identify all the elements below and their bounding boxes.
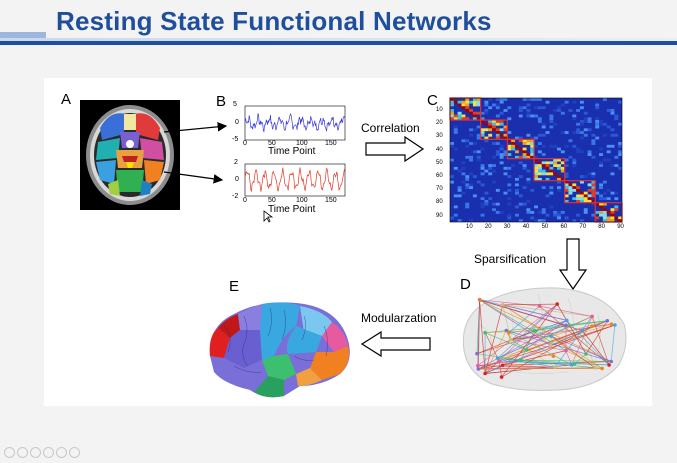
network-node bbox=[552, 354, 556, 358]
matrix-ytick: 40 bbox=[436, 147, 443, 153]
network-node bbox=[497, 359, 501, 363]
matrix-xtick: 10 bbox=[466, 224, 473, 230]
network-node bbox=[538, 304, 542, 308]
matrix-xtick: 70 bbox=[579, 224, 586, 230]
correlation-matrix bbox=[450, 98, 625, 222]
matrix-ytick: 90 bbox=[436, 213, 443, 219]
panel-label-e: E bbox=[229, 278, 239, 295]
network-node bbox=[476, 364, 480, 368]
ts1-xlabel: Time Point bbox=[268, 146, 315, 157]
ts2-xlabel: Time Point bbox=[268, 204, 315, 215]
network-node bbox=[593, 366, 597, 370]
title-bar-underline bbox=[0, 41, 677, 45]
matrix-ytick: 80 bbox=[436, 199, 443, 205]
panel-label-b: B bbox=[216, 93, 226, 110]
slide-title: Resting State Functional Networks bbox=[56, 6, 492, 37]
matrix-xtick: 20 bbox=[485, 224, 492, 230]
network-node bbox=[555, 302, 559, 306]
network-node bbox=[573, 362, 577, 366]
network-node bbox=[501, 364, 505, 368]
network-node bbox=[475, 352, 479, 356]
matrix-xtick: 30 bbox=[504, 224, 511, 230]
network-node bbox=[501, 303, 505, 307]
network-node bbox=[564, 349, 568, 353]
network-node bbox=[606, 319, 610, 323]
network-node bbox=[483, 372, 487, 376]
atlas-to-timeseries-arrows bbox=[150, 120, 240, 190]
nav-menu-icon[interactable] bbox=[43, 447, 54, 458]
network-node bbox=[477, 367, 481, 371]
network-node bbox=[564, 324, 568, 328]
nav-next-icon[interactable] bbox=[17, 447, 28, 458]
network-node bbox=[519, 358, 523, 362]
network-node bbox=[483, 331, 487, 335]
ts1-xtick-150: 150 bbox=[325, 140, 337, 147]
matrix-ytick: 30 bbox=[436, 133, 443, 139]
nav-prev-icon[interactable] bbox=[4, 447, 15, 458]
ts2-xtick-100: 100 bbox=[296, 197, 308, 204]
ts2-ytick-bottom: -2 bbox=[232, 193, 238, 200]
modular-brain-surface bbox=[204, 296, 354, 400]
network-node bbox=[584, 352, 588, 356]
correlation-label: Correlation bbox=[361, 121, 420, 135]
matrix-xtick: 90 bbox=[617, 224, 624, 230]
network-node bbox=[478, 298, 482, 302]
matrix-xtick: 50 bbox=[542, 224, 549, 230]
brain-network-graph bbox=[458, 284, 630, 394]
modularization-label: Modularzation bbox=[361, 311, 436, 325]
ts1-ytick-bottom: -5 bbox=[232, 136, 238, 143]
network-node bbox=[500, 375, 504, 379]
matrix-xtick: 60 bbox=[561, 224, 568, 230]
nav-zoom-icon[interactable] bbox=[56, 447, 67, 458]
matrix-xtick: 80 bbox=[598, 224, 605, 230]
sparsification-label: Sparsification bbox=[474, 252, 546, 266]
slideshow-nav[interactable] bbox=[4, 445, 82, 463]
matrix-ytick: 60 bbox=[436, 173, 443, 179]
network-node bbox=[533, 329, 537, 333]
network-node bbox=[590, 315, 594, 319]
network-node bbox=[613, 323, 617, 327]
network-node bbox=[549, 344, 553, 348]
ts2-ytick-mid: 0 bbox=[235, 176, 239, 183]
ts2-xtick-0: 0 bbox=[243, 197, 247, 204]
network-node bbox=[590, 324, 594, 328]
ts2-ytick-top: 2 bbox=[234, 159, 238, 166]
network-node bbox=[507, 331, 511, 335]
network-node bbox=[600, 367, 604, 371]
network-node bbox=[610, 322, 614, 326]
nav-pen-icon[interactable] bbox=[30, 447, 41, 458]
nav-more-icon[interactable] bbox=[69, 447, 80, 458]
modularization-arrow bbox=[361, 331, 431, 357]
mouse-cursor-icon bbox=[264, 211, 272, 223]
matrix-ytick: 70 bbox=[436, 186, 443, 192]
ts2-xtick-150: 150 bbox=[325, 197, 337, 204]
sparsification-arrow bbox=[559, 238, 587, 290]
network-node bbox=[609, 360, 613, 364]
ts1-ytick-mid: 0 bbox=[235, 119, 239, 126]
network-node bbox=[509, 338, 513, 342]
matrix-ytick: 50 bbox=[436, 160, 443, 166]
matrix-ytick: 20 bbox=[436, 120, 443, 126]
network-node bbox=[581, 329, 585, 333]
network-node bbox=[525, 348, 529, 352]
panel-label-a: A bbox=[61, 91, 71, 108]
network-node bbox=[565, 319, 569, 323]
ts1-ytick-top: 5 bbox=[233, 101, 237, 108]
ts2-xtick-50: 50 bbox=[268, 197, 276, 204]
matrix-xtick: 40 bbox=[523, 224, 530, 230]
ts1-xtick-0: 0 bbox=[243, 140, 247, 147]
network-node bbox=[549, 334, 553, 338]
network-node bbox=[607, 363, 611, 367]
matrix-ytick: 10 bbox=[436, 107, 443, 113]
correlation-arrow bbox=[365, 136, 425, 162]
network-node bbox=[553, 365, 557, 369]
